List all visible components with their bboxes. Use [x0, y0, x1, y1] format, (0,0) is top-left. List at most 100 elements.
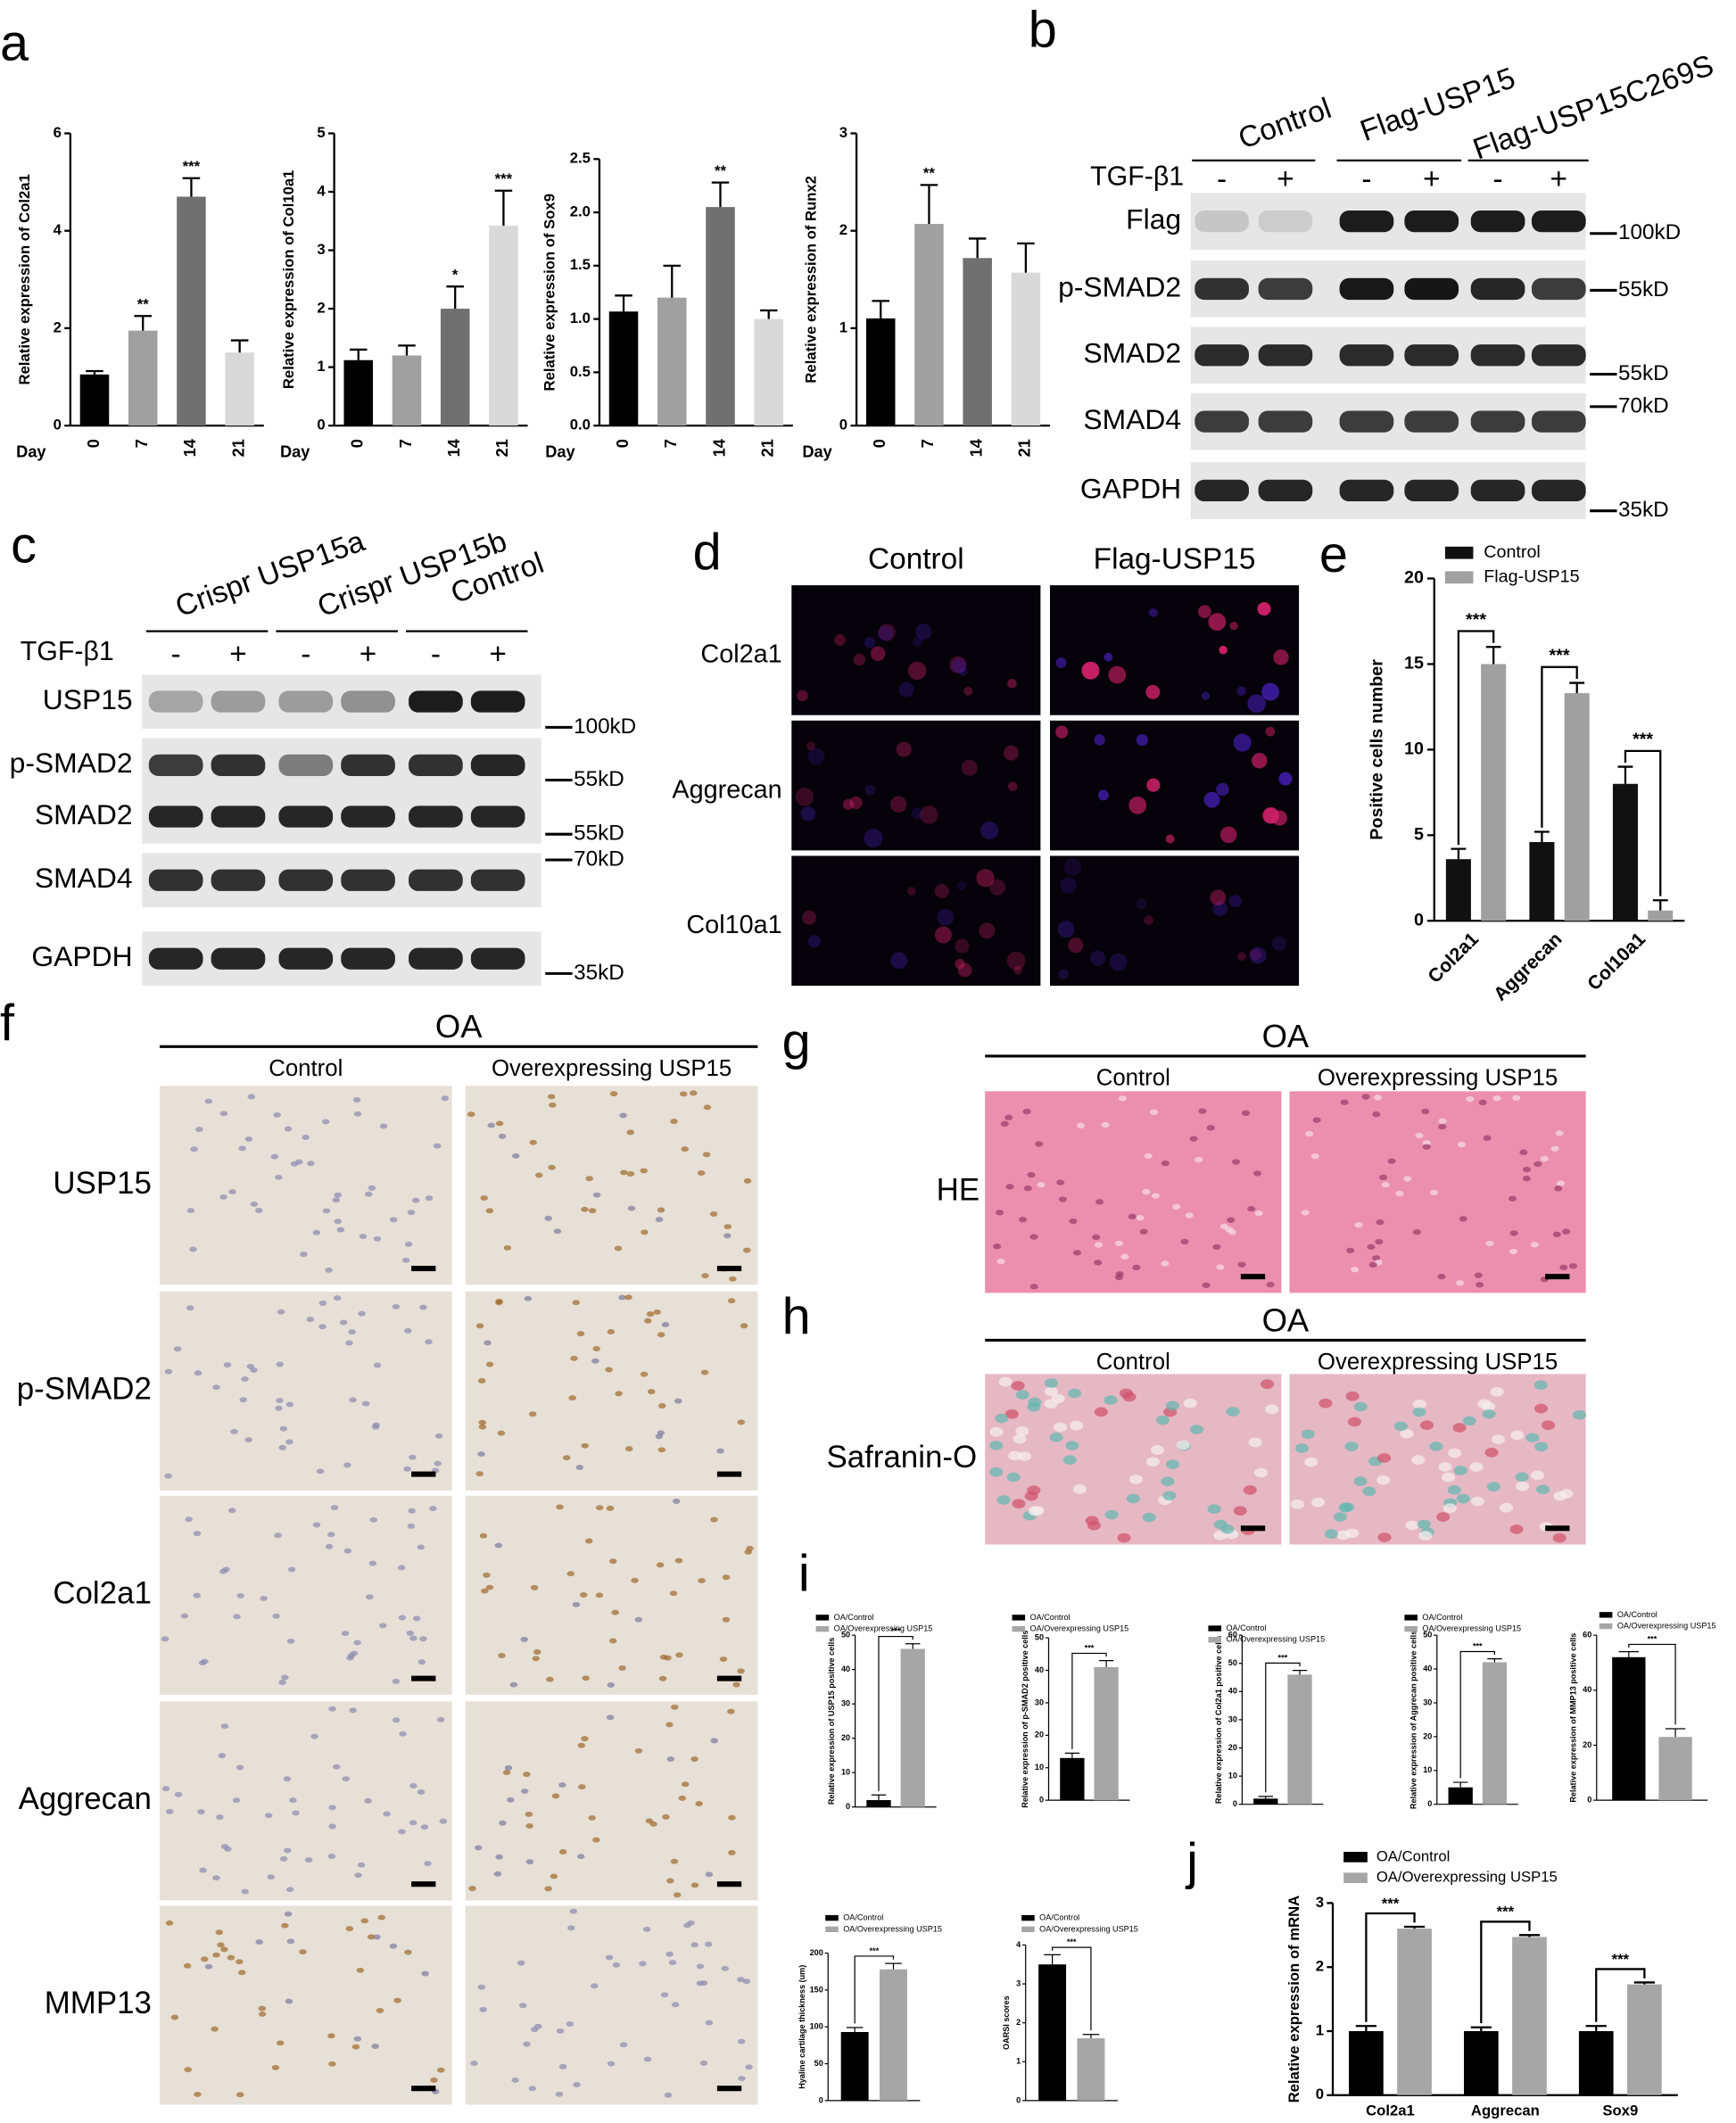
cell — [955, 958, 965, 970]
bar — [1529, 841, 1555, 921]
scale-bar — [1240, 1274, 1266, 1280]
cell — [727, 1708, 735, 1714]
cell — [1207, 1504, 1221, 1515]
cell — [487, 1122, 495, 1128]
y-tick-label: 20 — [1404, 568, 1424, 588]
cell — [645, 1818, 654, 1824]
cell — [1254, 1210, 1263, 1217]
cell — [524, 1295, 533, 1301]
bar — [840, 2031, 869, 2101]
cell — [1236, 686, 1246, 696]
significance-bracket — [1541, 665, 1578, 828]
cell — [279, 1425, 288, 1432]
blot-band — [1404, 410, 1459, 433]
cell — [709, 1211, 718, 1217]
cell — [1345, 1391, 1360, 1401]
cell — [334, 1192, 343, 1198]
cell — [417, 1659, 426, 1665]
y-tick-label: 50 — [814, 2059, 823, 2068]
cell — [1301, 1210, 1310, 1216]
cell — [1003, 745, 1019, 761]
cell — [695, 1801, 703, 1806]
blot-band — [278, 869, 334, 891]
cell — [989, 1466, 1004, 1477]
blot-band — [470, 869, 525, 891]
cell — [634, 1616, 643, 1623]
blot-band — [1404, 277, 1459, 301]
cell — [1063, 858, 1082, 876]
cell — [341, 1631, 350, 1637]
cell — [281, 1922, 289, 1929]
cell — [1237, 1261, 1246, 1268]
cell — [1044, 1378, 1059, 1388]
blot-band — [341, 947, 395, 970]
cell — [1225, 1226, 1234, 1233]
cell — [407, 1210, 416, 1216]
cell — [1554, 1185, 1563, 1192]
annotation: *** — [870, 1946, 880, 1955]
blot-row-label: Flag — [1126, 202, 1181, 235]
y-tick-label: 3 — [1316, 1894, 1324, 1911]
cell — [1195, 1156, 1203, 1163]
cell — [349, 1397, 357, 1403]
cell — [164, 1368, 173, 1375]
cell — [1559, 1489, 1574, 1499]
cell — [1136, 733, 1148, 747]
marker-label: 70kD — [1618, 393, 1669, 417]
x-tick-label: 0 — [349, 439, 367, 448]
blot-band — [1470, 479, 1525, 502]
cell — [702, 1152, 711, 1158]
cell — [669, 1590, 678, 1597]
cell — [1076, 1122, 1085, 1129]
cell — [180, 1613, 189, 1619]
annotation: *** — [1612, 1951, 1630, 1968]
cell — [322, 1208, 331, 1214]
cell — [1136, 898, 1147, 910]
cell — [475, 1845, 483, 1851]
cell — [1361, 1094, 1370, 1100]
cell — [1013, 1433, 1027, 1444]
cell — [1055, 725, 1069, 739]
cell — [681, 1146, 689, 1152]
cell — [406, 1630, 415, 1636]
cell — [270, 1153, 279, 1160]
y-tick-label: 50 — [1228, 1658, 1237, 1667]
cell — [345, 1340, 353, 1346]
cell — [795, 788, 814, 806]
cell — [1305, 1130, 1314, 1137]
cell — [518, 2003, 527, 2009]
cell — [722, 1616, 731, 1623]
cell — [1470, 1496, 1485, 1507]
blot-band — [341, 690, 395, 713]
legend-swatch — [1343, 1872, 1368, 1884]
cell — [228, 1189, 236, 1195]
cell — [558, 2063, 567, 2069]
cell — [1556, 1180, 1565, 1186]
cell — [1509, 1230, 1518, 1236]
cell — [1552, 1532, 1567, 1543]
x-tick-label: 0 — [871, 439, 889, 448]
cell — [877, 625, 894, 641]
cell — [1189, 1425, 1204, 1434]
bar — [1564, 693, 1590, 921]
cell — [349, 1707, 357, 1714]
cell — [1400, 1428, 1414, 1439]
micrograph — [465, 1701, 758, 1901]
cell — [1411, 1455, 1426, 1465]
blot-band — [1195, 479, 1249, 502]
cell — [668, 1960, 677, 1966]
bar — [1011, 272, 1041, 426]
cell — [653, 1309, 661, 1315]
cell — [1367, 1243, 1376, 1251]
cell — [481, 1588, 489, 1594]
legend-swatch — [1021, 1926, 1035, 1933]
cell — [1198, 1108, 1207, 1114]
y-tick-label: 20 — [1035, 1731, 1044, 1739]
cell — [550, 1873, 558, 1879]
cell — [1372, 1255, 1381, 1261]
cell — [361, 1400, 370, 1407]
y-tick-label: 20 — [1583, 1740, 1591, 1749]
blot-band — [341, 754, 395, 776]
cell — [1412, 1399, 1427, 1409]
cell — [409, 1783, 417, 1788]
